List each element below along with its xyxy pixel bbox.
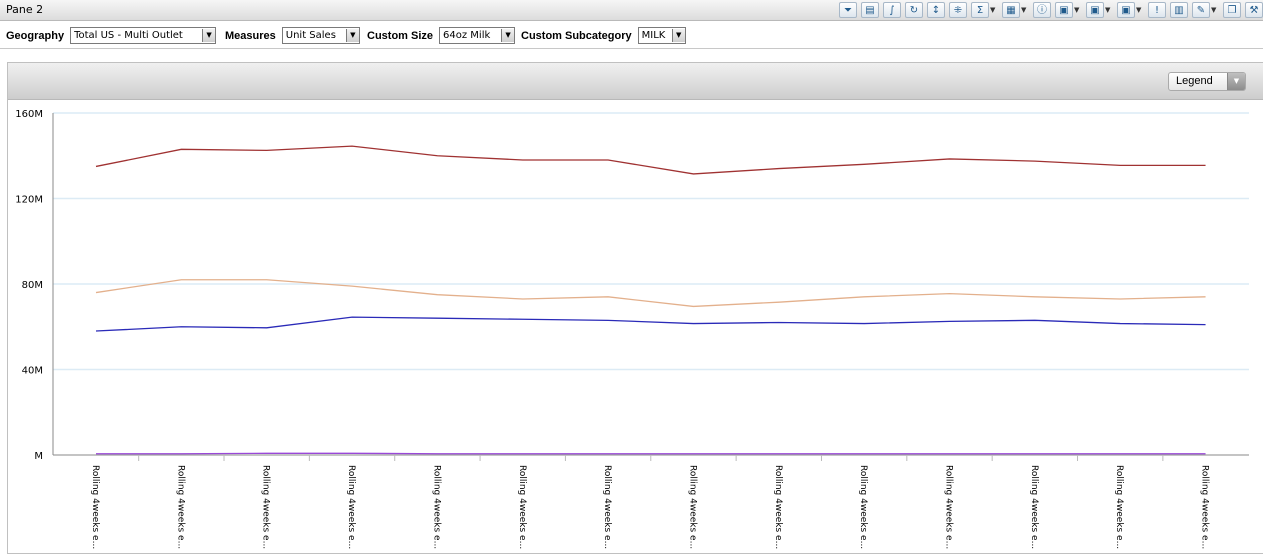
chart-panel-header: Legend ▼ [8, 63, 1263, 100]
refresh-icon[interactable]: ↻ [905, 2, 923, 18]
copy-icon[interactable]: ❐ [1223, 2, 1241, 18]
series-line [95, 145, 1206, 175]
filter-measures: Measures Unit Sales ▼ [225, 27, 360, 44]
filter-label-custom-subcategory: Custom Subcategory [521, 29, 632, 42]
chevron-down-icon[interactable]: ▼ [1211, 6, 1217, 14]
custom-size-select[interactable]: 64oz Milk ▼ [439, 27, 516, 44]
filter-label-custom-size: Custom Size [367, 29, 434, 42]
legend-dropdown[interactable]: Legend ▼ [1168, 72, 1246, 91]
edit-icon[interactable]: ✎ [1192, 2, 1210, 18]
filter-icon[interactable]: ⏷ [839, 2, 857, 18]
x-tick-label: Rolling 4weeks e... [1029, 465, 1039, 549]
filter-geography: Geography Total US - Multi Outlet ▼ [6, 27, 217, 44]
chevron-down-icon[interactable]: ▼ [1136, 6, 1142, 14]
custom-subcategory-select-value: MILK [641, 30, 666, 41]
chevron-down-icon[interactable]: ▼ [671, 29, 685, 42]
x-tick-label: Rolling 4weeks e... [346, 465, 356, 549]
y-tick-label: M [34, 451, 43, 462]
filter-bar: Geography Total US - Multi Outlet ▼ Meas… [0, 21, 1263, 49]
pane-title: Pane 2 [6, 3, 44, 16]
x-tick-label: Rolling 4weeks e... [90, 465, 100, 549]
sort-icon[interactable]: ↕ [927, 2, 945, 18]
legend-dropdown-label: Legend [1176, 75, 1213, 87]
pivot-icon[interactable]: ⁜ [949, 2, 967, 18]
custom-size-select-value: 64oz Milk [443, 30, 491, 41]
x-tick-label: Rolling 4weeks e... [944, 465, 954, 549]
info-icon[interactable]: ⓘ [1033, 2, 1051, 18]
series-line [95, 279, 1206, 308]
y-tick-label: 160M [15, 109, 43, 120]
geography-select-value: Total US - Multi Outlet [74, 30, 183, 41]
chevron-down-icon[interactable]: ▼ [990, 6, 996, 14]
x-tick-label: Rolling 4weeks e... [431, 465, 441, 549]
export-icon[interactable]: ▣ [1117, 2, 1135, 18]
measures-select-value: Unit Sales [285, 30, 336, 41]
x-tick-label: Rolling 4weeks e... [1200, 465, 1210, 549]
y-tick-label: 120M [15, 195, 43, 206]
chevron-down-icon[interactable]: ▼ [1021, 6, 1027, 14]
x-tick-label: Rolling 4weeks e... [602, 465, 612, 549]
series-line [95, 316, 1206, 332]
x-tick-label: Rolling 4weeks e... [773, 465, 783, 549]
x-tick-label: Rolling 4weeks e... [261, 465, 271, 549]
chevron-down-icon[interactable]: ▼ [1074, 6, 1080, 14]
chevron-down-icon[interactable]: ▼ [501, 29, 515, 42]
x-tick-label: Rolling 4weeks e... [1114, 465, 1124, 549]
pane-titlebar: Pane 2 ⏷ ▤ ∫ ↻ ↕ ⁜ Σ ▼ ▦ ▼ ⓘ ▣ ▼ ▣ ▼ ▣ ▼! ▥ ✎ ▼ ❐ ⚒ [0, 0, 1263, 21]
filter-label-measures: Measures [225, 29, 276, 42]
measures-select[interactable]: Unit Sales ▼ [281, 27, 360, 44]
y-tick-label: 40M [22, 366, 43, 377]
filter-label-geography: Geography [6, 29, 65, 42]
x-tick-label: Rolling 4weeks e... [175, 465, 185, 549]
chevron-down-icon[interactable]: ▼ [1105, 6, 1111, 14]
alert-icon[interactable]: ! [1148, 2, 1166, 18]
custom-subcategory-select[interactable]: MILK ▼ [637, 27, 686, 44]
chevron-down-icon[interactable]: ▼ [202, 29, 216, 42]
x-tick-label: Rolling 4weeks e... [517, 465, 527, 549]
columns-icon[interactable]: ▥ [1170, 2, 1188, 18]
y-tick-label: 80M [22, 280, 43, 291]
excel2-icon[interactable]: ▣ [1086, 2, 1104, 18]
sum-icon[interactable]: Σ [971, 2, 989, 18]
filter-custom-subcategory: Custom Subcategory MILK ▼ [521, 27, 686, 44]
grid-icon[interactable]: ▦ [1002, 2, 1020, 18]
x-tick-label: Rolling 4weeks e... [687, 465, 697, 549]
chevron-down-icon[interactable]: ▼ [345, 29, 359, 42]
geography-select[interactable]: Total US - Multi Outlet ▼ [70, 27, 217, 44]
filter-custom-size: Custom Size 64oz Milk ▼ [367, 27, 516, 44]
chevron-down-icon[interactable]: ▼ [1227, 73, 1245, 90]
excel-icon[interactable]: ▣ [1055, 2, 1073, 18]
toolbar: ⏷ ▤ ∫ ↻ ↕ ⁜ Σ ▼ ▦ ▼ ⓘ ▣ ▼ ▣ ▼ ▣ ▼! ▥ ✎ ▼ ❐ ⚒ [835, 0, 1263, 20]
table-icon[interactable]: ▤ [861, 2, 879, 18]
chart-icon[interactable]: ∫ [883, 2, 901, 18]
x-tick-label: Rolling 4weeks e... [858, 465, 868, 549]
